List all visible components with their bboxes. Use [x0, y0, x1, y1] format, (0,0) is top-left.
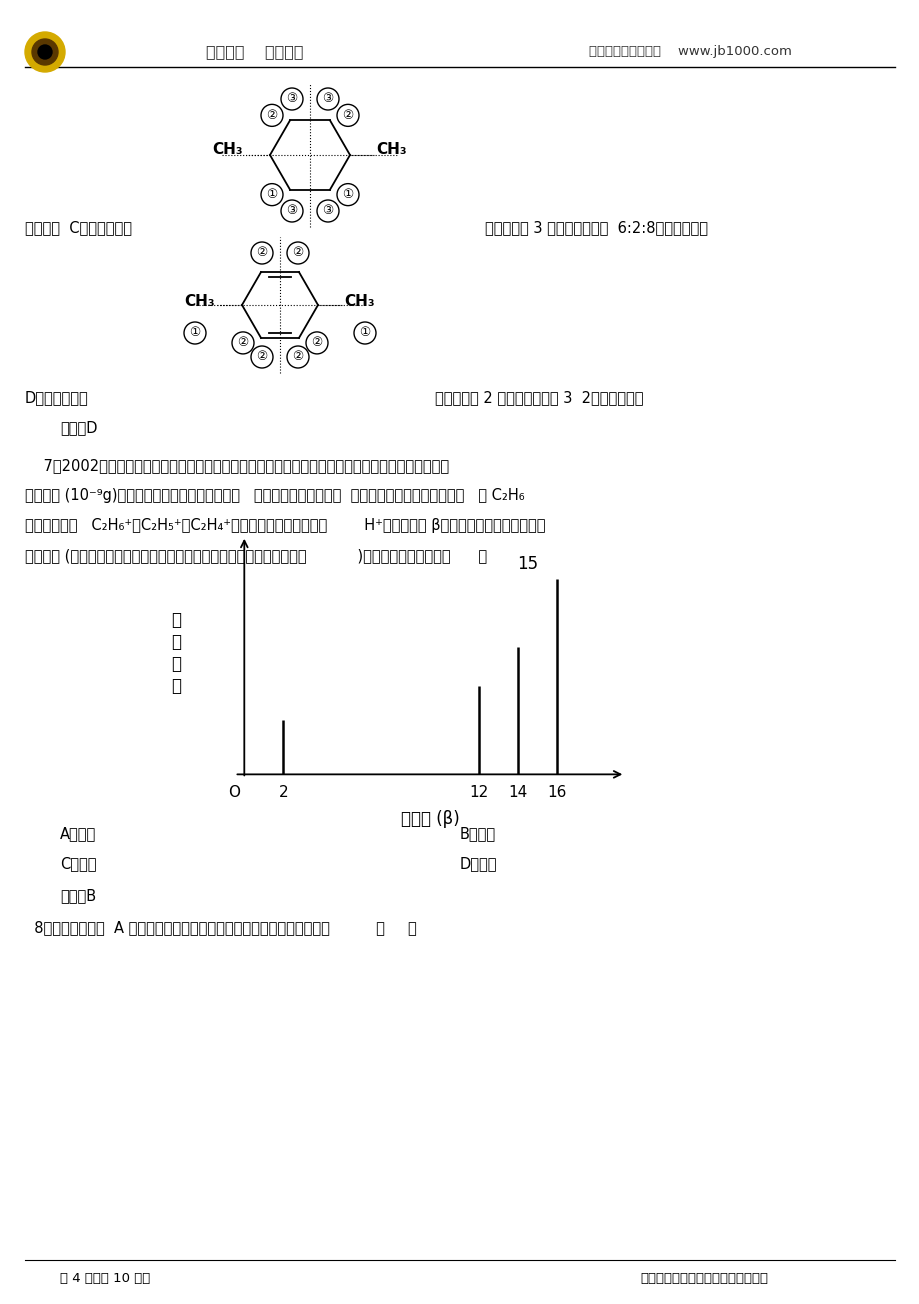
Text: 2: 2 [278, 785, 288, 801]
Text: CH₃: CH₃ [185, 295, 215, 309]
Text: 信
号
强
度: 信 号 强 度 [171, 610, 181, 695]
Text: C．丙烷: C．丙烷 [60, 855, 96, 871]
Text: 答案：B: 答案：B [60, 888, 96, 902]
Text: ②: ② [267, 108, 278, 121]
Text: ②: ② [237, 336, 248, 349]
Text: 15: 15 [516, 556, 538, 572]
Text: ①: ① [359, 326, 370, 339]
Text: 极少量的 (10⁻⁹g)化合物通过质谱仪的离子化室，   样品分子大量离子化，  少量分子碎裂成更小的离子。   如 C₂H₆: 极少量的 (10⁻⁹g)化合物通过质谱仪的离子化室， 样品分子大量离子化， 少量… [25, 488, 524, 503]
Text: 8．已知某有机物  A 的核磁共振氢谱如下图所示，下列说法中，错误的是          （     ）: 8．已知某有机物 A 的核磁共振氢谱如下图所示，下列说法中，错误的是 （ ） [25, 921, 416, 935]
Text: 山东世纪金榜科教文化股份有限公司: 山东世纪金榜科教文化股份有限公司 [640, 1271, 767, 1284]
Text: 质荷比 (β): 质荷比 (β) [400, 810, 459, 828]
Text: 12: 12 [469, 785, 488, 801]
Text: 更多精品资源请登录    www.jb1000.com: 更多精品资源请登录 www.jb1000.com [588, 46, 790, 59]
Text: ②: ② [311, 336, 323, 349]
Text: B．甲烷: B．甲烷 [460, 825, 495, 841]
Text: ②: ② [256, 246, 267, 259]
Text: 答案：D: 答案：D [60, 420, 97, 436]
Text: 世纪金榜    圆您梦想: 世纪金榜 圆您梦想 [206, 44, 303, 60]
Circle shape [25, 33, 65, 72]
Text: ③: ③ [286, 93, 298, 106]
Text: 16: 16 [547, 785, 566, 801]
Text: ②: ② [342, 108, 353, 121]
Text: 下图所示 (假设离子均带一个单位正电荷，信号强度与该离子的多少有关           )，则该有机物可能是（      ）: 下图所示 (假设离子均带一个单位正电荷，信号强度与该离子的多少有关 )，则该有机… [25, 548, 486, 563]
Text: CH₃: CH₃ [376, 142, 407, 158]
Text: ②: ② [292, 246, 303, 259]
Text: D．乙烯: D．乙烯 [460, 855, 497, 871]
Circle shape [38, 46, 52, 59]
Text: CH₃: CH₃ [212, 142, 243, 158]
Text: CH₃: CH₃ [345, 295, 375, 309]
Text: ①: ① [267, 188, 278, 201]
Text: ③: ③ [286, 205, 298, 218]
Text: A．甲醇: A．甲醇 [60, 825, 96, 841]
Text: 合题意：  C项如图所示；: 合题意： C项如图所示； [25, 220, 131, 235]
Circle shape [32, 39, 58, 65]
Text: ②: ② [292, 351, 303, 364]
Text: ③: ③ [322, 93, 334, 106]
Text: ①: ① [342, 188, 353, 201]
Text: 7．2002年诺贝尔化学奖获得者的贡献之一是发明了对有机分子进行结构分析的质谱法。其方法是让: 7．2002年诺贝尔化学奖获得者的贡献之一是发明了对有机分子进行结构分析的质谱法… [25, 458, 448, 473]
Text: ②: ② [256, 351, 267, 364]
Text: 第 4 页（共 10 页）: 第 4 页（共 10 页） [60, 1271, 150, 1284]
Text: ，氢原子有 2 种，其个数比为 3  2，符合题意。: ，氢原子有 2 种，其个数比为 3 2，符合题意。 [435, 390, 642, 406]
Text: ①: ① [189, 326, 200, 339]
Text: D项如图所示；: D项如图所示； [25, 390, 88, 406]
Text: ③: ③ [322, 205, 334, 218]
Text: O: O [228, 785, 240, 801]
Text: ，氢原子有 3 种，其个数比为  6:2:8，不合题意；: ，氢原子有 3 种，其个数比为 6:2:8，不合题意； [484, 220, 708, 235]
Text: 14: 14 [507, 785, 527, 801]
Text: 离子化可得到   C₂H₆⁺、C₂H₅⁺、C₂H₄⁺，然后测定其质荷比。设        H⁺的质荷比为 β，某有机物样品的横坐标如: 离子化可得到 C₂H₆⁺、C₂H₅⁺、C₂H₄⁺，然后测定其质荷比。设 H⁺的质… [25, 518, 545, 533]
